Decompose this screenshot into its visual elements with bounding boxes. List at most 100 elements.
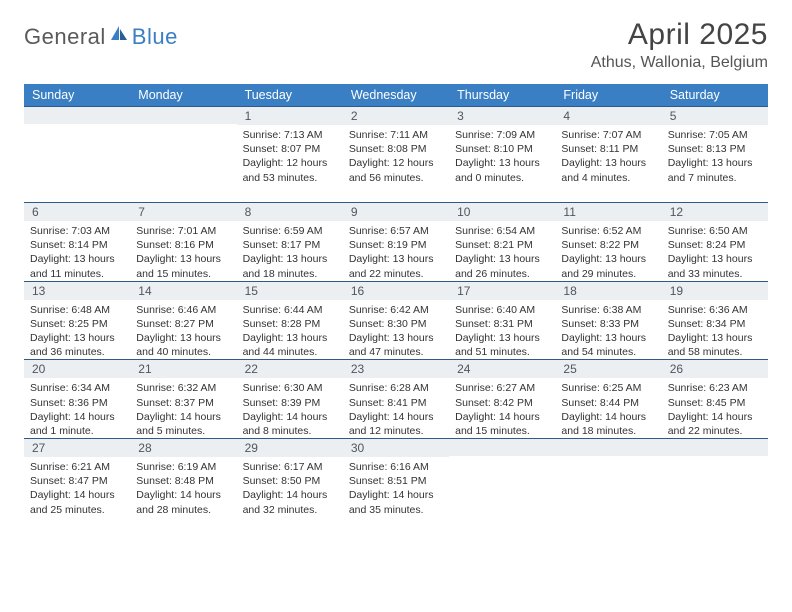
- day-detail: Sunrise: 6:38 AMSunset: 8:33 PMDaylight:…: [555, 300, 661, 360]
- sunrise-line: Sunrise: 6:54 AM: [455, 224, 551, 238]
- logo-text-part2: Blue: [132, 24, 178, 50]
- daylight-line: Daylight: 13 hours and 40 minutes.: [136, 331, 232, 359]
- sunset-line: Sunset: 8:19 PM: [349, 238, 445, 252]
- daylight-line: Daylight: 13 hours and 51 minutes.: [455, 331, 551, 359]
- day-number: 9: [343, 202, 449, 221]
- empty-day-header: [449, 438, 555, 456]
- daylight-line: Daylight: 14 hours and 35 minutes.: [349, 488, 445, 516]
- calendar-cell: 4Sunrise: 7:07 AMSunset: 8:11 PMDaylight…: [555, 106, 661, 202]
- day-detail: Sunrise: 7:03 AMSunset: 8:14 PMDaylight:…: [24, 221, 130, 281]
- day-number: 25: [555, 359, 661, 378]
- day-number: 28: [130, 438, 236, 457]
- day-number: 11: [555, 202, 661, 221]
- sunrise-line: Sunrise: 6:32 AM: [136, 381, 232, 395]
- sunset-line: Sunset: 8:47 PM: [30, 474, 126, 488]
- day-detail: Sunrise: 6:23 AMSunset: 8:45 PMDaylight:…: [662, 378, 768, 438]
- sunset-line: Sunset: 8:22 PM: [561, 238, 657, 252]
- sunrise-line: Sunrise: 6:57 AM: [349, 224, 445, 238]
- calendar-cell: 29Sunrise: 6:17 AMSunset: 8:50 PMDayligh…: [237, 438, 343, 534]
- day-detail: Sunrise: 6:21 AMSunset: 8:47 PMDaylight:…: [24, 457, 130, 517]
- header: General Blue April 2025 Athus, Wallonia,…: [24, 18, 768, 72]
- sunset-line: Sunset: 8:51 PM: [349, 474, 445, 488]
- month-title: April 2025: [591, 18, 768, 52]
- day-number: 2: [343, 106, 449, 125]
- sunset-line: Sunset: 8:21 PM: [455, 238, 551, 252]
- sunset-line: Sunset: 8:33 PM: [561, 317, 657, 331]
- weekday-header: Sunday: [24, 84, 130, 106]
- day-detail: Sunrise: 6:40 AMSunset: 8:31 PMDaylight:…: [449, 300, 555, 360]
- sunrise-line: Sunrise: 6:48 AM: [30, 303, 126, 317]
- day-number: 26: [662, 359, 768, 378]
- sunrise-line: Sunrise: 6:28 AM: [349, 381, 445, 395]
- day-detail: Sunrise: 6:59 AMSunset: 8:17 PMDaylight:…: [237, 221, 343, 281]
- title-block: April 2025 Athus, Wallonia, Belgium: [591, 18, 768, 72]
- sunrise-line: Sunrise: 7:03 AM: [30, 224, 126, 238]
- day-number: 8: [237, 202, 343, 221]
- day-detail: Sunrise: 6:52 AMSunset: 8:22 PMDaylight:…: [555, 221, 661, 281]
- day-detail: Sunrise: 7:07 AMSunset: 8:11 PMDaylight:…: [555, 125, 661, 185]
- calendar-cell: 27Sunrise: 6:21 AMSunset: 8:47 PMDayligh…: [24, 438, 130, 534]
- calendar-week-row: 6Sunrise: 7:03 AMSunset: 8:14 PMDaylight…: [24, 202, 768, 281]
- daylight-line: Daylight: 13 hours and 18 minutes.: [243, 252, 339, 280]
- sunrise-line: Sunrise: 6:46 AM: [136, 303, 232, 317]
- sunrise-line: Sunrise: 6:30 AM: [243, 381, 339, 395]
- calendar-page: General Blue April 2025 Athus, Wallonia,…: [0, 0, 792, 552]
- daylight-line: Daylight: 13 hours and 44 minutes.: [243, 331, 339, 359]
- location: Athus, Wallonia, Belgium: [591, 54, 768, 72]
- day-detail: Sunrise: 6:36 AMSunset: 8:34 PMDaylight:…: [662, 300, 768, 360]
- calendar-cell: [449, 438, 555, 534]
- sunset-line: Sunset: 8:45 PM: [668, 396, 764, 410]
- daylight-line: Daylight: 13 hours and 11 minutes.: [30, 252, 126, 280]
- sunset-line: Sunset: 8:41 PM: [349, 396, 445, 410]
- calendar-cell: 24Sunrise: 6:27 AMSunset: 8:42 PMDayligh…: [449, 359, 555, 438]
- sunrise-line: Sunrise: 7:07 AM: [561, 128, 657, 142]
- sunrise-line: Sunrise: 7:01 AM: [136, 224, 232, 238]
- daylight-line: Daylight: 14 hours and 12 minutes.: [349, 410, 445, 438]
- daylight-line: Daylight: 13 hours and 4 minutes.: [561, 156, 657, 184]
- day-number: 13: [24, 281, 130, 300]
- daylight-line: Daylight: 13 hours and 15 minutes.: [136, 252, 232, 280]
- day-detail: Sunrise: 7:13 AMSunset: 8:07 PMDaylight:…: [237, 125, 343, 185]
- calendar-cell: 2Sunrise: 7:11 AMSunset: 8:08 PMDaylight…: [343, 106, 449, 202]
- day-number: 12: [662, 202, 768, 221]
- sunset-line: Sunset: 8:24 PM: [668, 238, 764, 252]
- sunset-line: Sunset: 8:31 PM: [455, 317, 551, 331]
- sunrise-line: Sunrise: 6:44 AM: [243, 303, 339, 317]
- daylight-line: Daylight: 12 hours and 53 minutes.: [243, 156, 339, 184]
- daylight-line: Daylight: 14 hours and 5 minutes.: [136, 410, 232, 438]
- calendar-body: 1Sunrise: 7:13 AMSunset: 8:07 PMDaylight…: [24, 106, 768, 534]
- day-detail: Sunrise: 6:32 AMSunset: 8:37 PMDaylight:…: [130, 378, 236, 438]
- day-detail: Sunrise: 6:42 AMSunset: 8:30 PMDaylight:…: [343, 300, 449, 360]
- day-number: 5: [662, 106, 768, 125]
- calendar-cell: 11Sunrise: 6:52 AMSunset: 8:22 PMDayligh…: [555, 202, 661, 281]
- day-number: 22: [237, 359, 343, 378]
- daylight-line: Daylight: 12 hours and 56 minutes.: [349, 156, 445, 184]
- logo-sail-icon: [109, 24, 129, 49]
- sunset-line: Sunset: 8:27 PM: [136, 317, 232, 331]
- calendar-cell: 20Sunrise: 6:34 AMSunset: 8:36 PMDayligh…: [24, 359, 130, 438]
- daylight-line: Daylight: 14 hours and 22 minutes.: [668, 410, 764, 438]
- sunset-line: Sunset: 8:08 PM: [349, 142, 445, 156]
- day-detail: Sunrise: 6:30 AMSunset: 8:39 PMDaylight:…: [237, 378, 343, 438]
- sunset-line: Sunset: 8:50 PM: [243, 474, 339, 488]
- day-detail: Sunrise: 6:48 AMSunset: 8:25 PMDaylight:…: [24, 300, 130, 360]
- day-detail: Sunrise: 6:17 AMSunset: 8:50 PMDaylight:…: [237, 457, 343, 517]
- day-detail: Sunrise: 6:27 AMSunset: 8:42 PMDaylight:…: [449, 378, 555, 438]
- calendar-week-row: 1Sunrise: 7:13 AMSunset: 8:07 PMDaylight…: [24, 106, 768, 202]
- weekday-header: Thursday: [449, 84, 555, 106]
- calendar-cell: 8Sunrise: 6:59 AMSunset: 8:17 PMDaylight…: [237, 202, 343, 281]
- sunrise-line: Sunrise: 6:19 AM: [136, 460, 232, 474]
- sunrise-line: Sunrise: 7:05 AM: [668, 128, 764, 142]
- calendar-cell: 5Sunrise: 7:05 AMSunset: 8:13 PMDaylight…: [662, 106, 768, 202]
- logo: General Blue: [24, 18, 178, 50]
- day-number: 17: [449, 281, 555, 300]
- day-number: 20: [24, 359, 130, 378]
- day-number: 30: [343, 438, 449, 457]
- calendar-week-row: 13Sunrise: 6:48 AMSunset: 8:25 PMDayligh…: [24, 281, 768, 360]
- calendar-cell: 6Sunrise: 7:03 AMSunset: 8:14 PMDaylight…: [24, 202, 130, 281]
- sunset-line: Sunset: 8:25 PM: [30, 317, 126, 331]
- daylight-line: Daylight: 14 hours and 1 minute.: [30, 410, 126, 438]
- daylight-line: Daylight: 13 hours and 58 minutes.: [668, 331, 764, 359]
- calendar-cell: 13Sunrise: 6:48 AMSunset: 8:25 PMDayligh…: [24, 281, 130, 360]
- calendar-table: SundayMondayTuesdayWednesdayThursdayFrid…: [24, 84, 768, 534]
